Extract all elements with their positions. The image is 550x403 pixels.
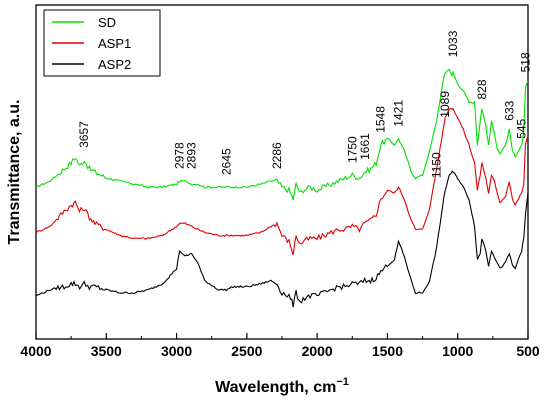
peak-label: 828 xyxy=(475,79,489,99)
y-axis-label: Transmittance, a.u. xyxy=(6,100,23,245)
peak-label: 2893 xyxy=(185,142,199,169)
x-tick-label: 1500 xyxy=(372,343,403,359)
x-axis-label-superscript: −1 xyxy=(336,376,349,388)
x-axis-ticks: 4000 3500 3000 2500 2000 1500 1000 500 xyxy=(20,333,540,359)
x-tick-label: 500 xyxy=(516,343,540,359)
peak-label: 545 xyxy=(515,118,529,138)
legend-label: SD xyxy=(98,15,116,30)
series-line-sd xyxy=(35,68,529,201)
series-line-asp1 xyxy=(35,107,529,256)
x-tick-label: 3500 xyxy=(91,343,122,359)
peak-label: 2978 xyxy=(173,142,187,169)
peak-label: 3657 xyxy=(77,121,91,148)
x-tick-label: 2500 xyxy=(231,343,262,359)
x-tick-label: 2000 xyxy=(302,343,333,359)
peak-label: 1750 xyxy=(345,136,359,163)
legend-label: ASP1 xyxy=(98,36,131,51)
x-axis-label: Wavelength, cm−1 xyxy=(215,376,349,396)
peak-label: 2645 xyxy=(220,148,234,175)
peak-label: 2286 xyxy=(270,142,284,169)
legend: SD ASP1 ASP2 xyxy=(43,9,161,77)
peak-label: 1661 xyxy=(358,133,372,160)
series-line-asp2 xyxy=(35,170,529,308)
legend-label: ASP2 xyxy=(98,57,131,72)
peak-label: 518 xyxy=(519,52,533,72)
series-lines xyxy=(35,68,529,308)
x-tick-label: 4000 xyxy=(20,343,51,359)
peak-label: 1548 xyxy=(374,106,388,133)
peak-label: 1150 xyxy=(430,152,444,178)
peak-label: 1033 xyxy=(446,30,460,57)
x-axis-label-text: Wavelength, cm xyxy=(215,379,336,396)
x-tick-label: 1000 xyxy=(442,343,473,359)
x-tick-label: 3000 xyxy=(161,343,192,359)
peak-label: 1421 xyxy=(392,100,406,127)
peak-label: 1089 xyxy=(438,91,452,118)
peak-label: 633 xyxy=(502,100,516,120)
